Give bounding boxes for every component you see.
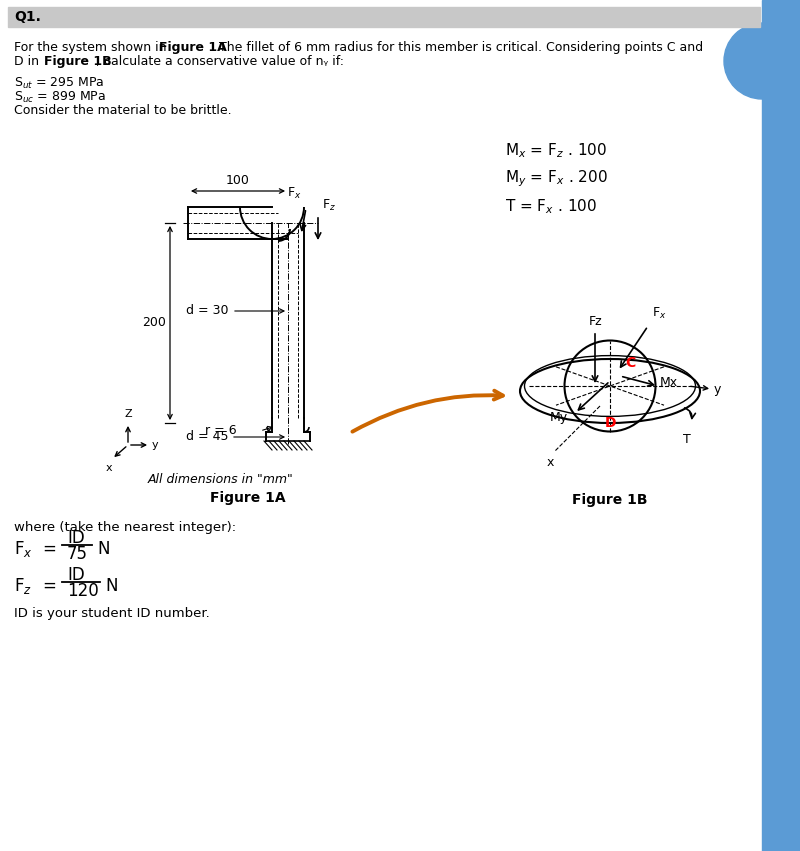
Text: ID: ID	[67, 529, 85, 547]
Text: where (take the nearest integer):: where (take the nearest integer):	[14, 521, 236, 534]
Text: , calculate a conservative value of nᵧ if:: , calculate a conservative value of nᵧ i…	[96, 55, 344, 68]
Text: Consider the material to be brittle.: Consider the material to be brittle.	[14, 104, 232, 117]
Text: F$_z$: F$_z$	[14, 576, 32, 596]
Text: Figure 1B: Figure 1B	[572, 493, 648, 507]
Text: 100: 100	[226, 174, 250, 187]
Text: 200: 200	[142, 317, 166, 329]
FancyArrowPatch shape	[353, 391, 503, 431]
Text: F$_z$: F$_z$	[322, 198, 336, 213]
Text: ID: ID	[67, 566, 85, 584]
Text: D: D	[605, 416, 617, 430]
Text: y: y	[152, 440, 158, 450]
Wedge shape	[724, 23, 762, 99]
Text: x: x	[546, 456, 554, 469]
Text: x: x	[106, 463, 112, 473]
Text: Figure 1A: Figure 1A	[210, 491, 286, 505]
Text: N: N	[105, 577, 118, 595]
Text: r = 6: r = 6	[206, 425, 237, 437]
Text: M$_y$ = F$_x$ . 200: M$_y$ = F$_x$ . 200	[505, 168, 608, 189]
Text: d = 45: d = 45	[186, 431, 228, 443]
Bar	[8, 7, 760, 27]
Text: Figure 1B: Figure 1B	[44, 55, 112, 68]
Text: S$_{ut}$ = 295 MPa: S$_{ut}$ = 295 MPa	[14, 76, 104, 91]
Text: F$_x$: F$_x$	[652, 306, 666, 321]
Text: N: N	[97, 540, 110, 558]
Text: S$_{uc}$ = 899 MPa: S$_{uc}$ = 899 MPa	[14, 90, 106, 106]
FancyArrowPatch shape	[685, 408, 695, 419]
Text: d = 30: d = 30	[186, 305, 229, 317]
Text: 120: 120	[67, 582, 98, 600]
Text: =: =	[42, 540, 56, 558]
Text: M$_x$ = F$_z$ . 100: M$_x$ = F$_z$ . 100	[505, 141, 607, 160]
Text: T = F$_x$ . 100: T = F$_x$ . 100	[505, 197, 597, 216]
Text: 75: 75	[67, 545, 88, 563]
Text: All dimensions in "mm": All dimensions in "mm"	[148, 473, 294, 486]
Text: . The fillet of 6 mm radius for this member is critical. Considering points C an: . The fillet of 6 mm radius for this mem…	[211, 41, 703, 54]
Text: My: My	[550, 410, 568, 424]
Text: F$_x$: F$_x$	[286, 186, 302, 201]
Bar	[762, 0, 800, 851]
Text: y: y	[714, 382, 722, 396]
Text: Z: Z	[124, 409, 132, 419]
Text: Fz: Fz	[589, 315, 603, 328]
Text: Mx: Mx	[660, 376, 678, 390]
Text: =: =	[42, 577, 56, 595]
Text: C: C	[625, 356, 635, 370]
Text: Figure 1A: Figure 1A	[159, 41, 226, 54]
Text: Q1.: Q1.	[14, 10, 41, 24]
Text: ID is your student ID number.: ID is your student ID number.	[14, 608, 210, 620]
Text: D in: D in	[14, 55, 43, 68]
Text: F$_x$: F$_x$	[14, 539, 33, 559]
Text: T: T	[682, 432, 690, 446]
Text: For the system shown in: For the system shown in	[14, 41, 170, 54]
